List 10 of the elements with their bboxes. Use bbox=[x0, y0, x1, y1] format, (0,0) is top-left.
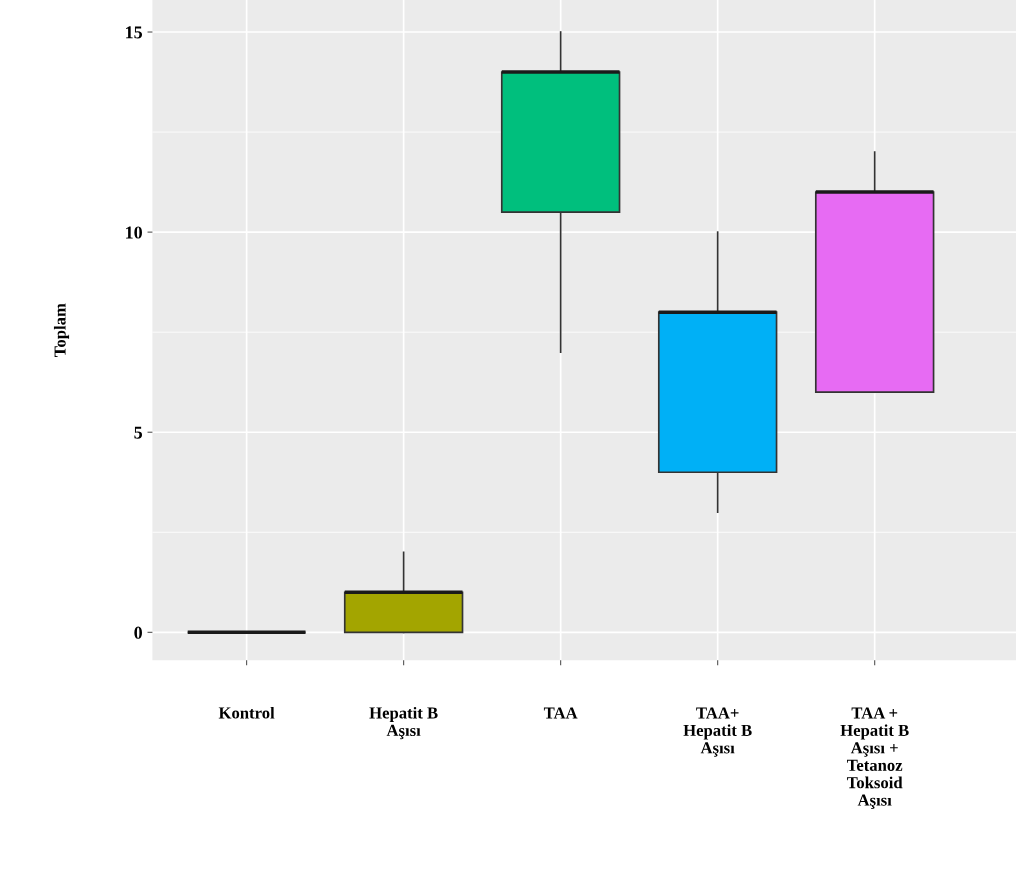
x-tick-label: Kontrol bbox=[218, 706, 275, 719]
x-tick-label: TAA+ Hepatit B Aşısı bbox=[683, 707, 752, 757]
y-tick-label: 5 bbox=[134, 426, 143, 439]
y-tick-label: 0 bbox=[134, 626, 142, 639]
x-tick-label: Hepatit B Aşısı bbox=[369, 706, 438, 740]
y-axis-title: Toplam bbox=[53, 303, 70, 357]
x-tick-label: TAA + Hepatit B Aşısı + Tetanoz Toksoid Aşısı bbox=[840, 707, 909, 810]
x-tick-label: TAA bbox=[543, 707, 578, 719]
y-tick-label: 15 bbox=[126, 26, 143, 39]
y-tick-label: 10 bbox=[126, 226, 142, 239]
